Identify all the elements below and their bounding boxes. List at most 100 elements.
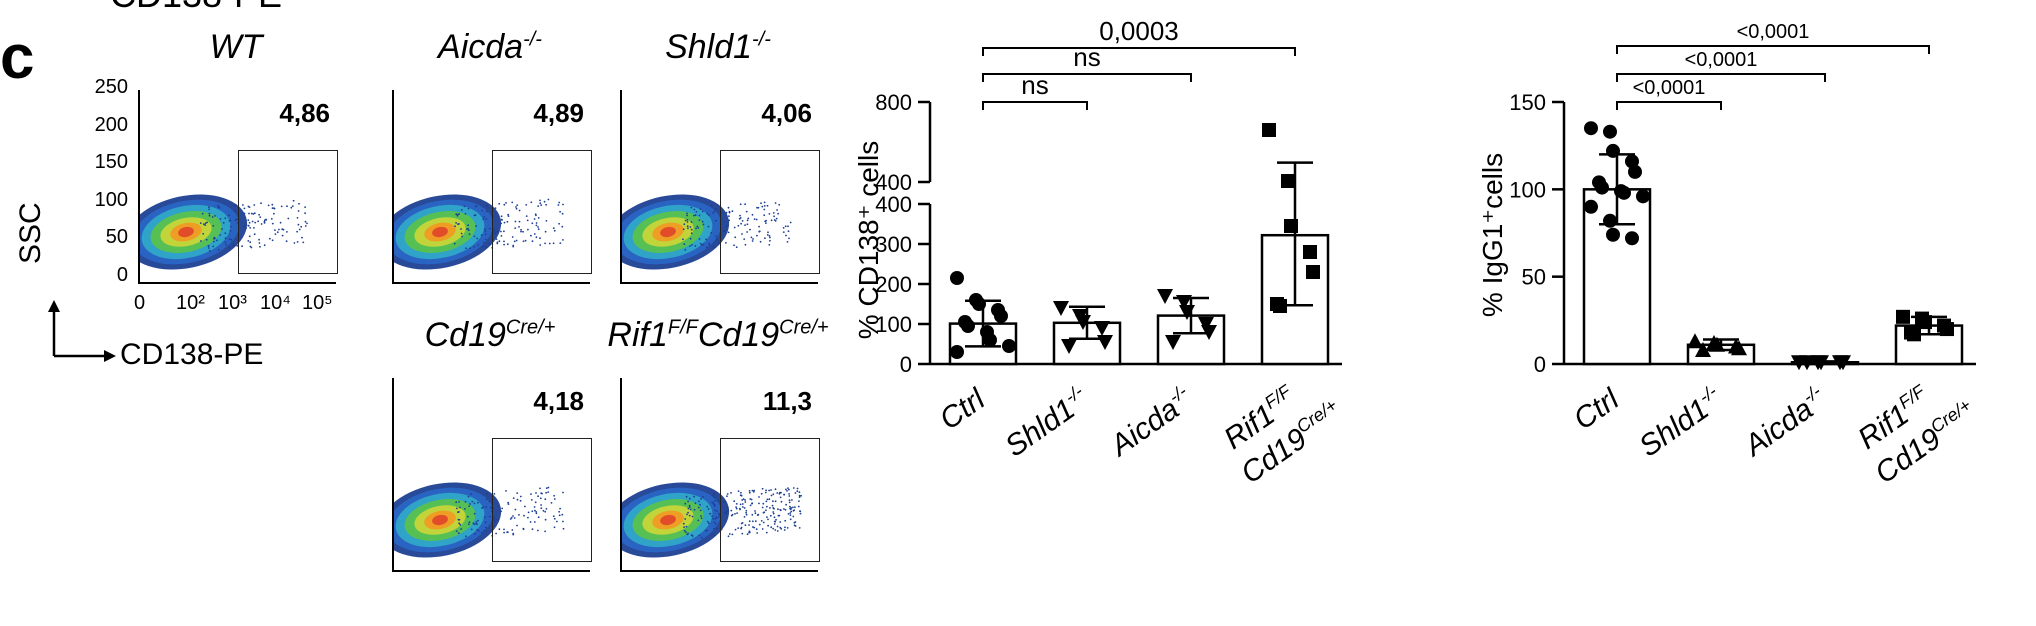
event-dot bbox=[698, 219, 701, 222]
event-dot bbox=[765, 489, 767, 492]
event-dot bbox=[547, 486, 550, 489]
event-dot bbox=[503, 221, 506, 224]
event-dot bbox=[229, 225, 232, 228]
data-point bbox=[1940, 322, 1954, 337]
event-dot bbox=[744, 203, 746, 206]
event-dot bbox=[542, 509, 545, 512]
event-dot bbox=[779, 496, 782, 499]
event-dot bbox=[553, 526, 556, 529]
gate-rectangle[interactable] bbox=[720, 150, 820, 274]
event-dot bbox=[558, 514, 561, 517]
event-dot bbox=[755, 528, 758, 531]
event-dot bbox=[537, 529, 539, 532]
event-dot bbox=[775, 518, 777, 521]
event-dot bbox=[779, 526, 782, 529]
event-dot bbox=[544, 510, 547, 513]
event-dot bbox=[691, 244, 693, 246]
y-tick-label: 100 bbox=[1509, 177, 1546, 202]
category-text: Shld1-/- bbox=[998, 381, 1095, 463]
event-dot bbox=[535, 222, 538, 224]
event-dot bbox=[688, 506, 691, 508]
event-dot bbox=[537, 228, 540, 231]
event-dot bbox=[485, 493, 488, 495]
event-dot bbox=[785, 503, 787, 506]
data-point bbox=[1813, 355, 1829, 371]
event-dot bbox=[503, 531, 505, 534]
event-dot bbox=[758, 230, 761, 233]
event-dot bbox=[744, 501, 747, 503]
event-dot bbox=[788, 495, 791, 497]
y-tick-label: 100 bbox=[875, 312, 912, 337]
event-dot bbox=[468, 233, 471, 236]
igg1-bar-chart: 0 50 100 150 % IgG1⁺cells Ctrl Shld1-/- Aicda-/… bbox=[1477, 21, 1976, 490]
event-dot bbox=[457, 511, 459, 514]
event-dot bbox=[727, 231, 730, 234]
cutoff-label: CD138-PE bbox=[110, 0, 282, 16]
event-dot bbox=[493, 231, 496, 234]
event-dot bbox=[772, 212, 775, 214]
event-dot bbox=[782, 227, 785, 229]
event-dot bbox=[717, 241, 720, 244]
facs-density bbox=[140, 194, 308, 270]
event-dot bbox=[208, 208, 210, 211]
gate-percentage: 4,86 bbox=[279, 98, 330, 128]
gate-rectangle[interactable] bbox=[720, 438, 820, 562]
event-dot bbox=[212, 240, 215, 243]
event-dot bbox=[544, 518, 547, 521]
event-dot bbox=[518, 226, 520, 228]
event-dot bbox=[224, 217, 227, 220]
gate-rectangle[interactable] bbox=[492, 150, 592, 274]
data-point bbox=[1176, 295, 1192, 310]
data-point bbox=[1273, 299, 1287, 313]
event-dot bbox=[248, 212, 250, 215]
event-dot bbox=[698, 534, 701, 537]
event-dot bbox=[511, 201, 514, 204]
event-dot bbox=[228, 238, 231, 241]
event-dot bbox=[746, 231, 748, 233]
cd138-tick-label: 10³ bbox=[218, 292, 247, 314]
event-dot bbox=[482, 241, 485, 244]
event-dot bbox=[200, 240, 202, 242]
event-dot bbox=[794, 492, 797, 494]
event-dot bbox=[539, 244, 542, 246]
event-dot bbox=[545, 508, 548, 510]
significance-label: <0,0001 bbox=[1633, 77, 1706, 99]
gate-percentage: 4,06 bbox=[761, 98, 812, 128]
event-dot bbox=[537, 205, 540, 207]
event-dot bbox=[232, 244, 235, 247]
event-dot bbox=[757, 513, 760, 516]
event-dot bbox=[744, 499, 746, 501]
event-dot bbox=[712, 246, 715, 249]
event-dot bbox=[690, 232, 693, 235]
gate-rectangle[interactable] bbox=[238, 150, 338, 274]
event-dot bbox=[727, 509, 730, 512]
category-name: Ctrl bbox=[1568, 382, 1626, 437]
event-dot bbox=[788, 499, 791, 502]
event-dot bbox=[739, 217, 742, 219]
event-dot bbox=[253, 233, 256, 236]
facs-plot: 4,89 bbox=[392, 90, 592, 284]
density-layer bbox=[178, 226, 194, 238]
data-point bbox=[1896, 309, 1910, 324]
event-dot bbox=[697, 506, 700, 509]
event-dot bbox=[531, 510, 534, 513]
event-dot bbox=[730, 492, 732, 494]
event-dot bbox=[687, 500, 689, 503]
event-dot bbox=[768, 498, 771, 501]
event-dot bbox=[717, 500, 720, 502]
gate-rectangle[interactable] bbox=[492, 438, 592, 562]
event-dot bbox=[509, 518, 512, 520]
event-dot bbox=[518, 514, 520, 516]
event-dot bbox=[773, 523, 776, 525]
event-dot bbox=[686, 513, 688, 516]
y-tick-label-upper: 400 bbox=[875, 170, 912, 195]
facs-title: Rif1F/FCd19Cre/+ bbox=[578, 316, 858, 355]
event-dot bbox=[561, 225, 564, 228]
event-dot bbox=[786, 241, 789, 243]
event-dot bbox=[726, 506, 729, 509]
event-dot bbox=[741, 233, 743, 235]
ssc-tick-label: 0 bbox=[116, 263, 128, 286]
event-dot bbox=[541, 492, 543, 495]
data-point bbox=[1687, 333, 1703, 349]
event-dot bbox=[697, 227, 700, 229]
